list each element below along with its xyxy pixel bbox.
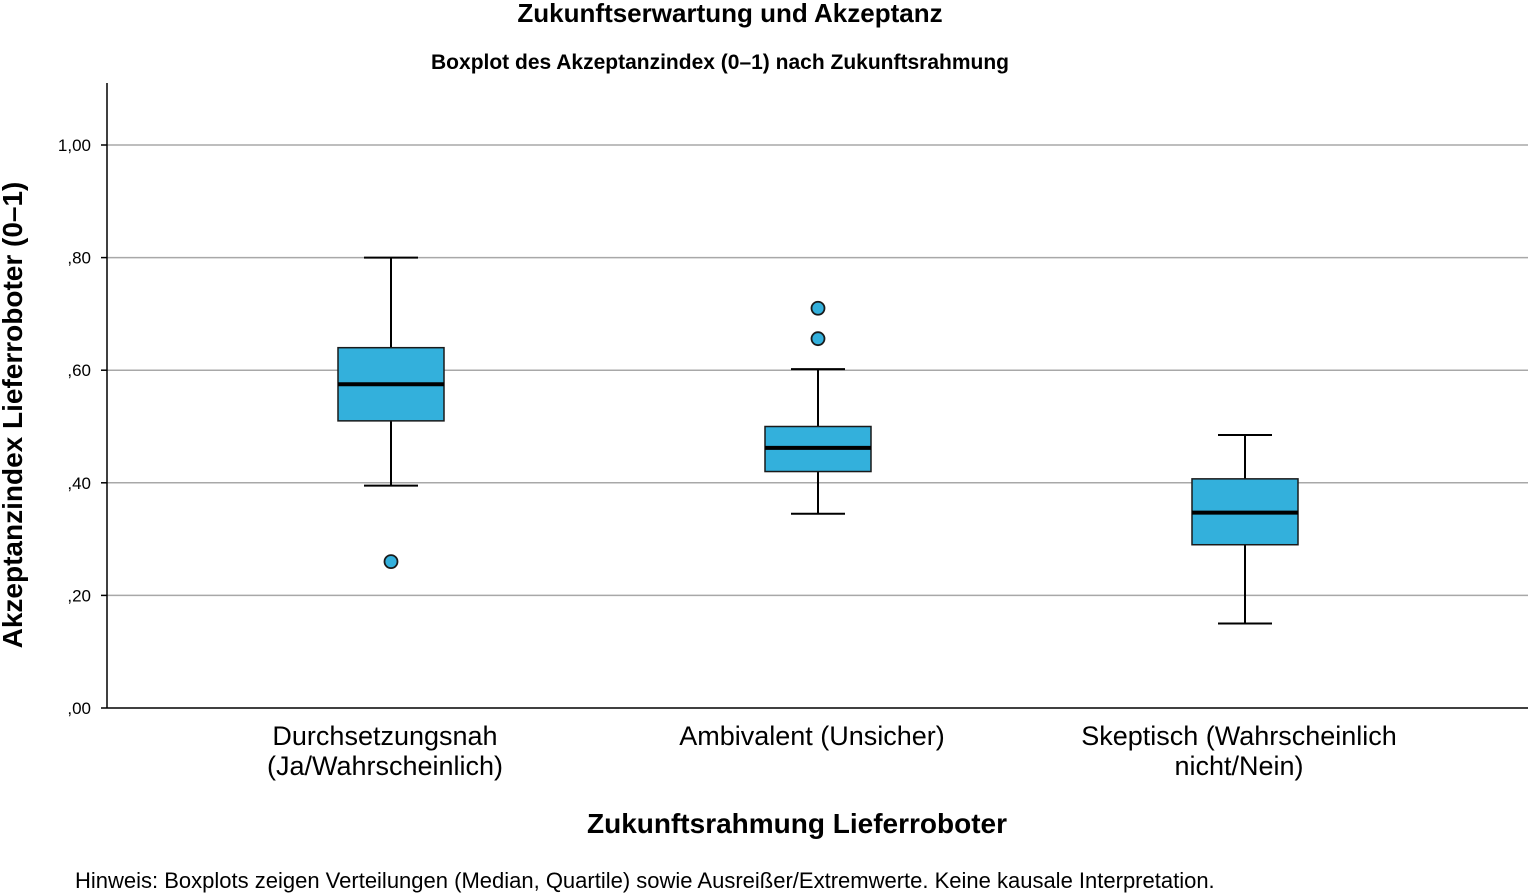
x-category-label: Skeptisch (Wahrscheinlich nicht/Nein) [1081, 721, 1397, 781]
x-category-label-line: Skeptisch (Wahrscheinlich [1081, 721, 1397, 751]
outlier-point [810, 331, 826, 347]
x-category-label-line: Durchsetzungsnah [272, 721, 497, 751]
box-group [1191, 433, 1299, 625]
y-tick-label: ,80 [67, 249, 91, 268]
x-category-label-line: Ambivalent (Unsicher) [679, 721, 945, 751]
outlier-point [810, 300, 826, 316]
x-category-label: Durchsetzungsnah (Ja/Wahrscheinlich) [267, 721, 503, 781]
y-axis-title: Akzeptanzindex Lieferroboter (0–1) [0, 182, 28, 649]
y-tick-label: ,20 [67, 586, 91, 605]
y-tick-label: ,00 [67, 699, 91, 718]
chart-subtitle: Boxplot des Akzeptanzindex (0–1) nach Zu… [431, 51, 1009, 74]
outlier-point [383, 554, 399, 570]
x-axis-title: Zukunftsrahmung Lieferroboter [587, 808, 1007, 839]
box-group [764, 300, 872, 515]
boxes [337, 256, 1299, 625]
x-axis-categories: Durchsetzungsnah (Ja/Wahrscheinlich) Ambiv… [267, 721, 1397, 781]
footnote: Hinweis: Boxplots zeigen Verteilungen (M… [75, 868, 1215, 893]
y-tick-label: ,60 [67, 361, 91, 380]
x-category-label: Ambivalent (Unsicher) [679, 721, 945, 751]
y-tick-label: 1,00 [58, 136, 91, 155]
x-category-label-line: nicht/Nein) [1174, 751, 1303, 781]
y-tick-label: ,40 [67, 474, 91, 493]
chart-title: Zukunftserwartung und Akzeptanz [517, 0, 942, 28]
box-group [337, 256, 445, 570]
x-category-label-line: (Ja/Wahrscheinlich) [267, 751, 503, 781]
y-axis-ticks: ,00 ,20 ,40 ,60 ,80 1,00 [58, 136, 107, 718]
